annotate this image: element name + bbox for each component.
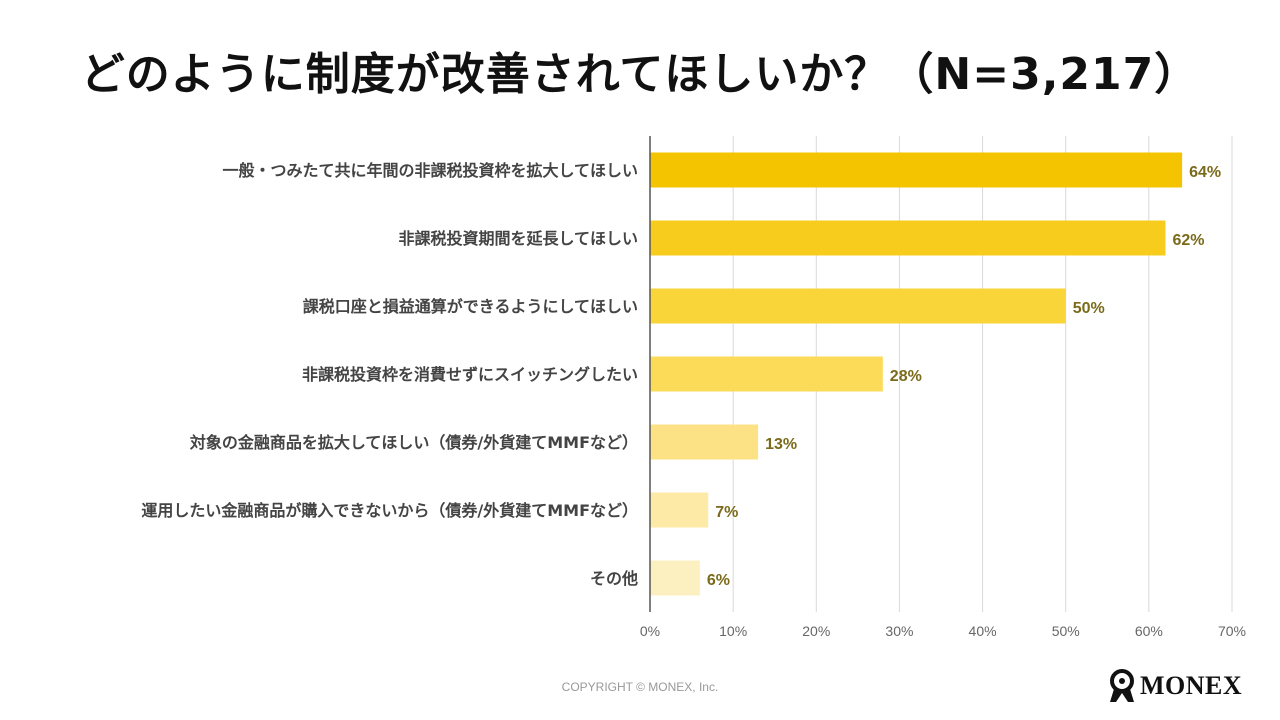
bar [650,492,709,528]
bar [650,560,700,596]
value-label: 7% [715,504,738,521]
chart-title: どのように制度が改善されてほしいか？（N=3,217） [80,49,1200,100]
value-label: 64% [1189,164,1221,181]
bar [650,424,759,460]
monex-logo-icon [1110,669,1134,702]
category-label: 非課税投資期間を延長してほしい [398,229,638,248]
x-tick-label: 50% [1052,623,1080,639]
bar [650,356,883,392]
bar [650,152,1183,188]
category-label: 課税口座と損益通算ができるようにしてほしい [303,297,638,316]
x-tick-label: 0% [640,623,660,639]
bar-chart: 0% 10% 20% 30% 40% 50% 60% 70% 一般・つみたて共に年間の非課税投資… [141,136,1246,639]
x-tick-label: 60% [1135,623,1163,639]
category-label: 対象の金融商品を拡大してほしい（債券/外貨建てMMFなど） [189,433,638,452]
value-label: 50% [1073,300,1105,317]
x-tick-label: 70% [1218,623,1246,639]
x-tick-label: 20% [802,623,830,639]
x-tick-label: 30% [885,623,913,639]
category-label: 非課税投資枠を消費せずにスイッチングしたい [302,365,638,384]
value-label: 28% [890,368,922,385]
x-tick-label: 40% [969,623,997,639]
bar [650,288,1066,324]
x-tick-label: 10% [719,623,747,639]
bar [650,220,1166,256]
category-label: 一般・つみたて共に年間の非課税投資枠を拡大してほしい [222,161,638,180]
brand-logo: MONEX [1108,666,1242,706]
copyright-text: COPYRIGHT © MONEX, Inc. [561,680,719,694]
value-label: 6% [707,572,730,589]
category-label: 運用したい金融商品が購入できないから（債券/外貨建てMMFなど） [141,501,638,520]
value-label: 62% [1172,232,1204,249]
brand-name: MONEX [1140,671,1243,700]
category-label: その他 [590,569,638,588]
value-label: 13% [765,436,797,453]
